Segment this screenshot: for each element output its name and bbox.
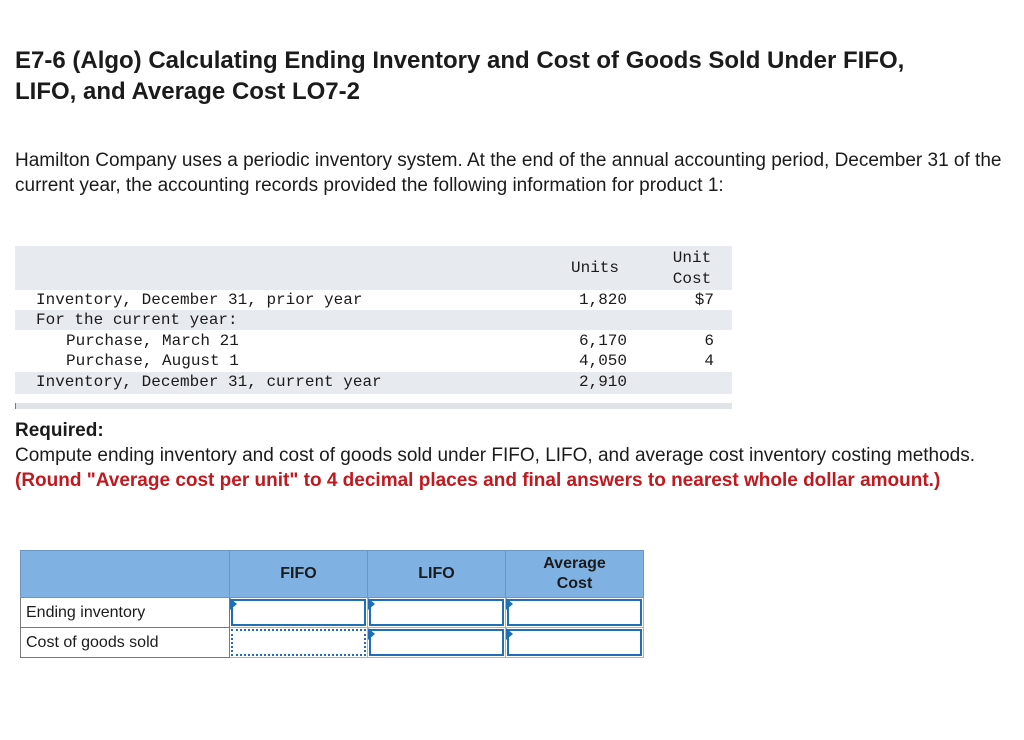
table-row: Purchase, March 21 6,170 6 [15,331,732,351]
table-divider [15,403,732,409]
problem-title: E7-6 (Algo) Calculating Ending Inventory… [15,45,1005,107]
input-marker-icon [506,628,513,640]
answer-table: FIFO LIFO Average Cost Ending inventory … [20,550,644,658]
table-row: Inventory, December 31, prior year 1,820… [15,290,732,310]
required-text: Compute ending inventory and cost of goo… [15,443,1005,493]
cogs-avg-cell [505,627,644,658]
table-row: For the current year: [15,310,732,330]
row-label: Inventory, December 31, prior year [36,291,363,309]
row-band [15,372,732,394]
input-marker-icon [368,628,375,640]
input-marker-icon [506,598,513,610]
ending-lifo-cell [367,597,506,628]
row-band [15,310,732,330]
row-cost: 4 [704,352,714,370]
problem-intro: Hamilton Company uses a periodic invento… [15,150,1002,196]
col-fifo: FIFO [229,550,368,598]
table-row: Cost of goods sold [20,627,644,658]
rounding-note: (Round "Average cost per unit" to 4 deci… [15,470,941,491]
header-band [15,246,732,290]
header-units: Units [570,259,619,277]
ending-inventory-fifo-input[interactable] [231,599,366,626]
row-cost: $7 [694,291,714,309]
title-line-2: LIFO, and Average Cost LO7-2 [15,78,360,105]
row-units: 6,170 [578,332,627,350]
ending-inventory-lifo-input[interactable] [369,599,504,626]
header-unit-cost-line2: Cost [672,270,712,288]
cogs-fifo-input[interactable] [231,629,366,656]
row-label: For the current year: [36,311,238,329]
row-ending-inventory: Ending inventory [20,597,230,628]
title-line-1: E7-6 (Algo) Calculating Ending Inventory… [15,47,905,74]
cogs-fifo-cell [229,627,368,658]
answer-header-row: FIFO LIFO Average Cost [20,550,644,598]
ending-fifo-cell [229,597,368,628]
answer-header-blank [20,550,230,598]
row-cost-of-goods-sold: Cost of goods sold [20,627,230,658]
row-label: Purchase, March 21 [66,332,239,350]
table-row: Inventory, December 31, current year 2,9… [15,372,732,392]
row-units: 1,820 [578,291,627,309]
row-cost: 6 [704,332,714,350]
ending-avg-cell [505,597,644,628]
row-units: 2,910 [578,373,627,391]
col-average-cost-line1: Average [543,555,606,572]
row-label: Purchase, August 1 [66,352,239,370]
row-units: 4,050 [578,352,627,370]
required-heading: Required: [15,420,104,441]
cogs-average-input[interactable] [507,629,642,656]
header-unit-cost: Unit Cost [667,248,717,290]
col-average-cost-line2: Cost [556,575,593,592]
header-unit-cost-line1: Unit [672,249,712,267]
input-marker-icon [230,598,237,610]
col-lifo: LIFO [367,550,506,598]
col-average-cost: Average Cost [505,550,644,598]
inventory-data-table: Units Unit Cost Inventory, December 31, … [15,246,732,394]
table-row: Purchase, August 1 4,050 4 [15,351,732,371]
cogs-lifo-cell [367,627,506,658]
ending-inventory-average-input[interactable] [507,599,642,626]
table-row: Ending inventory [20,597,644,628]
row-label: Inventory, December 31, current year [36,373,382,391]
required-instructions: Compute ending inventory and cost of goo… [15,445,976,466]
input-marker-icon [368,598,375,610]
cogs-lifo-input[interactable] [369,629,504,656]
